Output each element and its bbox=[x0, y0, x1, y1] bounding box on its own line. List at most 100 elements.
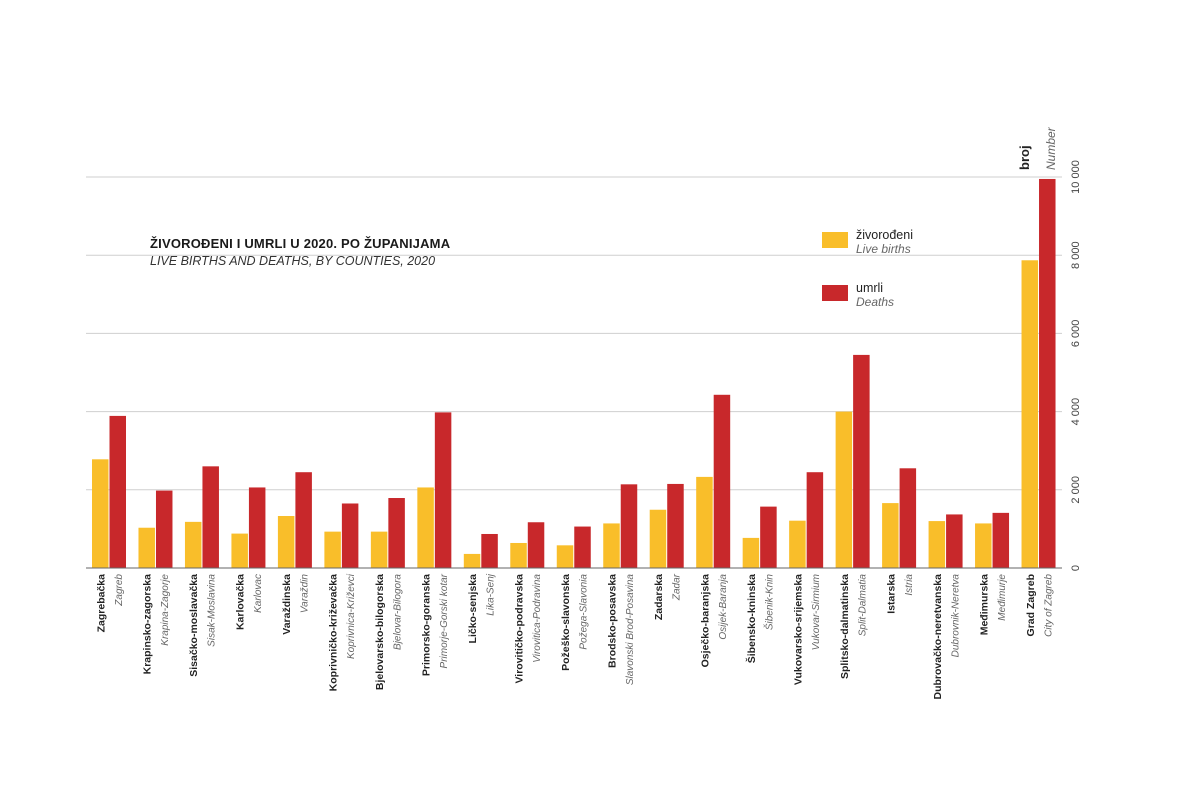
x-tick-label-en: Zadar bbox=[671, 573, 682, 601]
x-tick-label: Koprivničko-križevačka bbox=[328, 574, 340, 691]
x-tick-label-en: Lika-Senj bbox=[486, 573, 497, 615]
x-tick-label-en: Virovitica-Podravina bbox=[532, 574, 543, 663]
bar-live-births bbox=[510, 542, 527, 568]
bar-deaths bbox=[899, 468, 917, 568]
x-tick-label-en: Međimurje bbox=[997, 574, 1008, 621]
bar-live-births bbox=[184, 521, 202, 568]
bar-live-births bbox=[882, 503, 899, 568]
y-tick-label: 2 000 bbox=[1070, 476, 1082, 504]
x-tick-label: Dubrovačko-neretvanska bbox=[932, 574, 944, 700]
legend-label-deaths: umrli bbox=[856, 281, 884, 295]
x-tick-label-en: Primorje-Gorski kotar bbox=[439, 573, 450, 668]
x-tick-label: Grad Zagreb bbox=[1025, 574, 1037, 636]
x-tick-label: Brodsko-posavska bbox=[606, 574, 618, 668]
bar-live-births bbox=[742, 537, 760, 568]
bar-live-births bbox=[789, 520, 806, 568]
x-tick-label-en: Šibenik-Knin bbox=[762, 574, 775, 631]
x-tick-label-en: Koprivnica-Križevci bbox=[346, 573, 357, 659]
y-axis-label-en: Number bbox=[1044, 127, 1058, 170]
legend-label-live-births: živorođeni bbox=[856, 228, 913, 242]
x-tick-label-en: Dubrovnik-Neretva bbox=[950, 574, 961, 658]
bar-live-births bbox=[138, 527, 155, 568]
legend-swatch-live-births bbox=[822, 232, 848, 248]
bar-deaths bbox=[202, 466, 219, 568]
gridlines bbox=[86, 176, 1062, 491]
bar-deaths bbox=[248, 487, 266, 568]
legend-item-live-births: živorođeni Live births bbox=[822, 228, 972, 264]
y-tick-label: 0 bbox=[1070, 565, 1082, 571]
x-tick-label: Karlovačka bbox=[235, 574, 247, 630]
legend-label-deaths-en: Deaths bbox=[856, 295, 895, 309]
bar-live-births bbox=[324, 531, 341, 568]
bar-deaths bbox=[853, 354, 870, 568]
bar-deaths bbox=[109, 415, 126, 568]
x-tick-label-en: Bjelovar-Bilogora bbox=[393, 574, 404, 650]
bar-live-births bbox=[556, 545, 574, 568]
x-tick-label: Bjelovarsko-bilogorska bbox=[374, 574, 386, 690]
bar-deaths bbox=[295, 472, 312, 568]
x-tick-label: Vukovarsko-srijemska bbox=[792, 574, 804, 685]
legend-label-live-births-en: Live births bbox=[856, 242, 911, 256]
x-tick-label: Požeško-slavonska bbox=[560, 574, 572, 671]
bar-live-births bbox=[928, 521, 946, 568]
bar-deaths bbox=[1039, 178, 1056, 568]
x-tick-label: Zagrebačka bbox=[95, 574, 107, 633]
x-tick-label: Virovitičko-podravska bbox=[514, 574, 526, 684]
bar-live-births bbox=[370, 531, 388, 568]
x-tick-label-en: Požega-Slavonia bbox=[579, 574, 590, 650]
x-tick-label-en: Varaždin bbox=[300, 574, 311, 614]
x-tick-label-en: Split-Dalmatia bbox=[857, 574, 868, 637]
x-tick-label: Istarska bbox=[885, 574, 897, 614]
bar-live-births bbox=[1021, 260, 1039, 568]
y-tick-label: 8 000 bbox=[1070, 241, 1082, 269]
x-tick-label: Šibensko-kninska bbox=[745, 574, 758, 663]
x-tick-label: Varaždinska bbox=[281, 574, 293, 635]
bar-deaths bbox=[667, 483, 684, 568]
bar-deaths bbox=[527, 522, 545, 568]
x-tick-label-en: Vukovar-Sirmium bbox=[811, 574, 822, 650]
x-tick-label-en: Krapina-Zagorje bbox=[160, 574, 171, 646]
bar-deaths bbox=[992, 512, 1010, 568]
x-tick-label-en: Zagreb bbox=[114, 574, 125, 607]
bar-live-births bbox=[835, 411, 853, 568]
bar-deaths bbox=[713, 394, 731, 568]
x-tick-label-en: Istria bbox=[904, 574, 915, 596]
x-tick-label: Sisačko-moslavačka bbox=[188, 574, 200, 677]
y-axis-unit-label-en: Number bbox=[1042, 127, 1060, 170]
y-tick-label: 6 000 bbox=[1070, 320, 1082, 348]
x-tick-label: Primorsko-goranska bbox=[421, 574, 433, 676]
x-tick-label: Zadarska bbox=[653, 574, 665, 620]
x-tick-label-en: Karlovac bbox=[253, 574, 264, 613]
x-tick-label-en: Osijek-Baranja bbox=[718, 574, 729, 640]
bar-live-births bbox=[975, 523, 992, 568]
y-tick-label: 4 000 bbox=[1070, 398, 1082, 426]
bars bbox=[92, 178, 1056, 568]
y-axis-unit-label: broj bbox=[1016, 145, 1034, 170]
y-tick-label: 10 000 bbox=[1070, 160, 1082, 194]
legend-swatch-deaths bbox=[822, 285, 848, 301]
bar-deaths bbox=[806, 472, 824, 568]
chart-title: ŽIVOROĐENI I UMRLI U 2020. PO ŽUPANIJAMA bbox=[150, 236, 451, 251]
bar-deaths bbox=[946, 514, 963, 568]
chart-subtitle: LIVE BIRTHS AND DEATHS, BY COUNTIES, 202… bbox=[150, 254, 436, 268]
bar-deaths bbox=[341, 503, 359, 568]
chart-title-block: ŽIVOROĐENI I UMRLI U 2020. PO ŽUPANIJAMA… bbox=[150, 236, 450, 268]
x-tick-label: Međimurska bbox=[978, 574, 990, 635]
x-tick-label: Krapinsko-zagorska bbox=[142, 574, 154, 675]
x-tick-label-en: City of Zagreb bbox=[1043, 574, 1054, 637]
bar-deaths bbox=[481, 533, 498, 568]
x-tick-label-en: Slavonski Brod-Posavina bbox=[625, 574, 636, 686]
bar-deaths bbox=[760, 506, 777, 568]
bar-live-births bbox=[92, 459, 109, 568]
bar-deaths bbox=[434, 412, 452, 568]
bar-deaths bbox=[574, 526, 591, 568]
legend-item-deaths: umrli Deaths bbox=[822, 281, 972, 317]
bar-live-births bbox=[649, 509, 667, 568]
bar-deaths bbox=[388, 498, 405, 568]
bar-live-births bbox=[231, 533, 248, 568]
y-tick-labels: 0 2 000 4 000 6 000 8 000 10 000 bbox=[1070, 160, 1082, 571]
x-tick-label-en: Sisak-Moslavina bbox=[207, 574, 218, 647]
bar-deaths bbox=[155, 490, 173, 568]
bar-deaths bbox=[620, 484, 638, 568]
